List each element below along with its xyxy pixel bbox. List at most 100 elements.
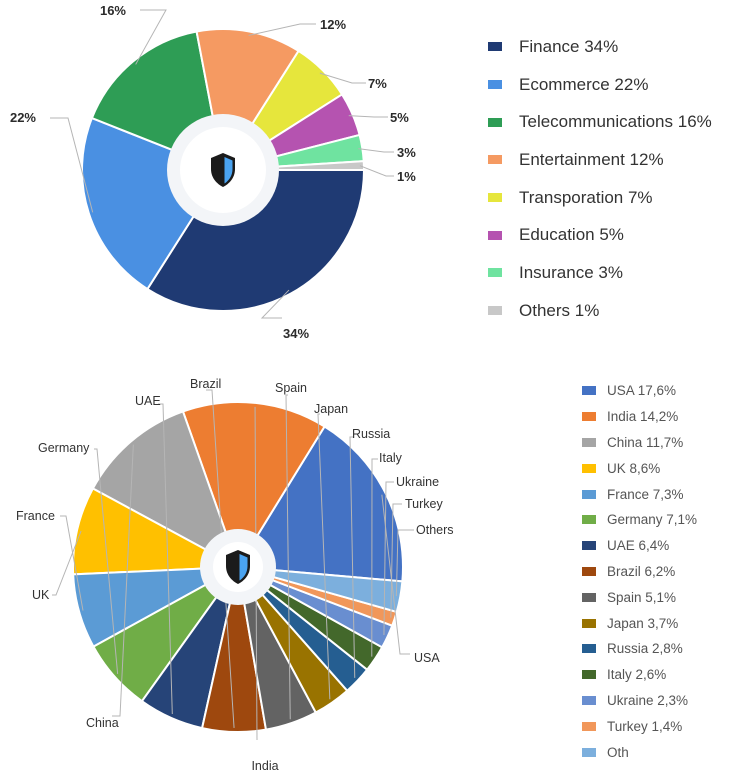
legend-swatch xyxy=(582,489,596,499)
legend-swatch xyxy=(582,695,596,705)
legend-item-education: Education 5% xyxy=(488,216,712,254)
legend-item-turkey: Turkey 1,4% xyxy=(582,713,697,739)
data-label-uk: UK xyxy=(32,588,50,602)
legend-label: Spain 5,1% xyxy=(607,589,677,605)
industry-legend: Finance 34% Ecommerce 22% Telecommunicatio… xyxy=(488,28,712,330)
data-label-india: India xyxy=(251,759,278,773)
legend-item-uae: UAE 6,4% xyxy=(582,533,697,559)
legend-label: Ukraine 2,3% xyxy=(607,692,689,708)
data-label-telecommunications: 16% xyxy=(100,3,126,18)
leader-line-china xyxy=(112,444,134,717)
legend-item-brazil: Brazil 6,2% xyxy=(582,559,697,585)
legend-item-japan: Japan 3,7% xyxy=(582,610,697,636)
legend-label: Turkey 1,4% xyxy=(607,718,683,734)
legend-label: China 11,7% xyxy=(607,434,684,450)
leader-line-others xyxy=(359,165,394,177)
leader-line-turkey xyxy=(390,503,402,618)
data-label-ukraine: Ukraine xyxy=(396,475,439,489)
legend-label: Education 5% xyxy=(519,225,624,245)
legend-swatch xyxy=(582,541,596,551)
legend-swatch xyxy=(582,386,596,396)
legend-label: Entertainment 12% xyxy=(519,149,664,169)
data-label-japan: Japan xyxy=(314,402,348,416)
legend-swatch xyxy=(488,80,502,90)
legend-item-entertainment: Entertainment 12% xyxy=(488,141,712,179)
legend-item-telecommunications: Telecommunications 16% xyxy=(488,103,712,141)
legend-label: UK 8,6% xyxy=(607,460,661,476)
data-label-turkey: Turkey xyxy=(405,497,443,511)
legend-swatch xyxy=(582,618,596,628)
leader-line-japan xyxy=(317,413,331,700)
data-label-russia: Russia xyxy=(352,427,390,441)
legend-swatch xyxy=(582,463,596,473)
legend-label: Japan 3,7% xyxy=(607,615,679,631)
leader-line-insurance xyxy=(358,148,394,153)
legend-swatch xyxy=(582,747,596,757)
data-label-france: France xyxy=(16,509,55,523)
legend-swatch xyxy=(488,306,502,316)
data-label-education: 5% xyxy=(390,110,409,125)
shield-icon xyxy=(226,550,250,584)
data-label-finance: 34% xyxy=(283,326,309,341)
leader-line-others xyxy=(395,529,414,597)
legend-item-italy: Italy 2,6% xyxy=(582,662,697,688)
legend-swatch xyxy=(582,592,596,602)
legend-label: Ecommerce 22% xyxy=(519,74,649,94)
data-label-italy: Italy xyxy=(379,451,403,465)
legend-swatch xyxy=(488,230,502,240)
data-label-entertainment: 12% xyxy=(320,17,346,32)
leader-line-uae xyxy=(158,403,173,715)
data-label-transporation: 7% xyxy=(368,76,387,91)
legend-label: India 14,2% xyxy=(607,409,679,425)
data-label-others: Others xyxy=(416,523,454,537)
legend-item-india: India 14,2% xyxy=(582,404,697,430)
legend-label: Insurance 3% xyxy=(519,262,623,282)
legend-label: Russia 2,8% xyxy=(607,641,683,657)
legend-swatch xyxy=(582,515,596,525)
data-label-insurance: 3% xyxy=(397,145,416,160)
legend-swatch xyxy=(488,155,502,165)
legend-label: Telecommunications 16% xyxy=(519,112,712,132)
leader-line-germany xyxy=(94,448,119,674)
leader-line-transporation xyxy=(319,72,366,84)
legend-item-others: Others 1% xyxy=(488,292,712,330)
legend-swatch xyxy=(582,721,596,731)
legend-item-insurance: Insurance 3% xyxy=(488,254,712,292)
data-label-brazil: Brazil xyxy=(190,377,221,391)
legend-item-ukraine: Ukraine 2,3% xyxy=(582,688,697,714)
legend-label: Brazil 6,2% xyxy=(607,563,676,579)
legend-item-ecommerce: Ecommerce 22% xyxy=(488,66,712,104)
legend-swatch xyxy=(582,670,596,680)
legend-swatch xyxy=(488,117,502,127)
legend-item-uk: UK 8,6% xyxy=(582,455,697,481)
legend-swatch xyxy=(488,42,502,52)
legend-item-finance: Finance 34% xyxy=(488,28,712,66)
leader-line-usa xyxy=(381,494,410,655)
legend-label: Oth xyxy=(607,744,629,760)
leader-line-spain xyxy=(285,394,291,720)
leader-line-ecommerce xyxy=(50,117,94,213)
legend-label: Transporation 7% xyxy=(519,187,653,207)
data-label-germany: Germany xyxy=(38,441,90,455)
legend-swatch xyxy=(488,193,502,203)
legend-label: France 7,3% xyxy=(607,486,684,502)
legend-swatch xyxy=(582,644,596,654)
leader-line-ukraine xyxy=(383,481,394,635)
legend-item-usa: USA 17,6% xyxy=(582,378,697,404)
shield-icon xyxy=(211,153,235,187)
legend-swatch xyxy=(582,566,596,576)
legend-item-spain: Spain 5,1% xyxy=(582,584,697,610)
legend-label: USA 17,6% xyxy=(607,383,677,399)
legend-item-russia: Russia 2,8% xyxy=(582,636,697,662)
leader-line-russia xyxy=(349,436,356,678)
legend-item-china: China 11,7% xyxy=(582,430,697,456)
leader-line-telecommunications xyxy=(135,9,167,65)
legend-swatch xyxy=(488,268,502,278)
country-legend: USA 17,6% India 14,2% China 11,7% UK 8,6% Fr… xyxy=(582,378,697,765)
legend-item-germany: Germany 7,1% xyxy=(582,507,697,533)
legend-label: Germany 7,1% xyxy=(607,512,698,528)
data-label-others: 1% xyxy=(397,169,416,184)
legend-swatch xyxy=(582,437,596,447)
legend-item-others: Oth xyxy=(582,739,697,765)
